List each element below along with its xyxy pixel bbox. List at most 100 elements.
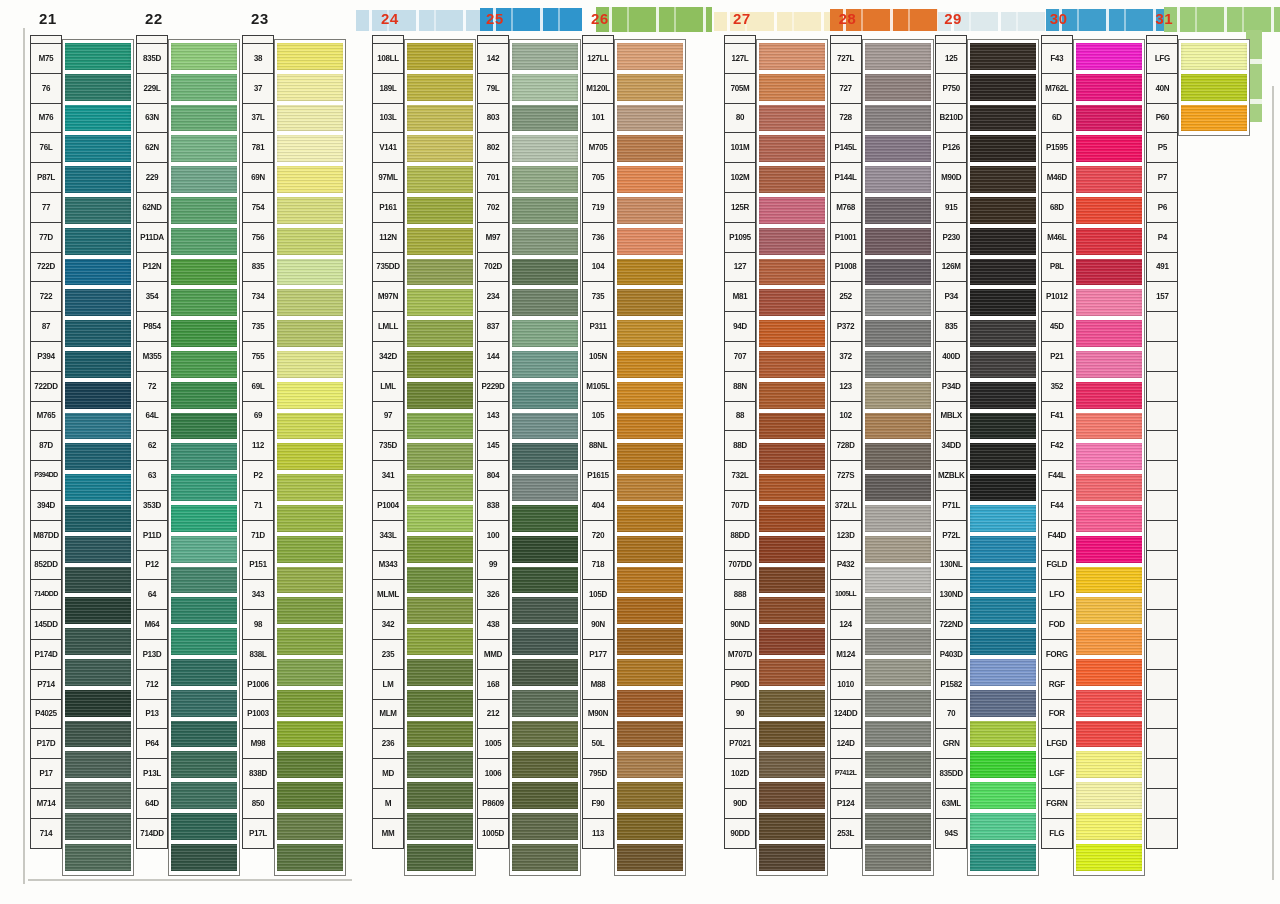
thread-swatch: [65, 658, 131, 686]
thread-code-label: P174D: [30, 638, 62, 670]
thread-code-label: 69L: [242, 370, 274, 402]
thread-code-label: 838: [477, 489, 509, 521]
thread-code-label: 108LL: [372, 43, 404, 74]
thread-swatch: [617, 289, 683, 317]
thread-swatch: [970, 43, 1037, 70]
thread-code-label: M46D: [1040, 162, 1073, 193]
thread-code-label: 718: [582, 549, 614, 581]
thread-code-label: [1146, 758, 1179, 789]
thread-code-label: 404: [582, 489, 614, 521]
code-label-column: 142 79L 803 802 701 702 M97 702D 234 837 144 P229D 1…: [477, 35, 509, 849]
paint-right-of-26: [596, 7, 712, 32]
thread-swatch: [617, 751, 683, 779]
thread-swatch: [970, 258, 1037, 286]
thread-swatch: [277, 73, 343, 101]
thread-code-label: 124: [829, 609, 862, 640]
thread-swatch: [171, 535, 237, 563]
thread-swatch: [171, 196, 237, 224]
thread-code-label: 98: [242, 609, 274, 640]
thread-swatch: [864, 104, 931, 132]
thread-code-label: 781: [242, 132, 274, 164]
column-number: 29: [944, 11, 962, 28]
thread-swatch: [512, 720, 578, 748]
thread-code-label: 72: [136, 370, 168, 402]
thread-code-label: 88N: [724, 370, 756, 402]
thread-swatch: [407, 535, 473, 563]
thread-code-label: P750: [935, 72, 968, 104]
thread-swatch: [759, 782, 825, 809]
thread-swatch: [512, 227, 578, 255]
thread-code-label: 80: [724, 102, 756, 134]
thread-swatch: [171, 689, 237, 717]
thread-code-label: [1146, 787, 1179, 819]
thread-code-label: 229: [136, 162, 168, 193]
thread-swatch-column: [509, 39, 581, 876]
column-30: 30 F43 M762L 6D P1595 M46D 68D M46L P8L P1012 45D P…: [1040, 12, 1145, 894]
thread-swatch-column: [967, 39, 1040, 876]
paint-behind-27: [714, 12, 832, 31]
thread-code-label: P126: [935, 132, 968, 164]
thread-swatch: [617, 504, 683, 532]
thread-code-label: 62: [136, 430, 168, 462]
thread-swatch-column: [861, 39, 934, 876]
thread-code-label: 90ND: [724, 609, 756, 640]
thread-swatch: [512, 412, 578, 440]
thread-code-label: F41: [1040, 400, 1073, 432]
column-number: 31: [1155, 11, 1174, 28]
thread-swatch: [759, 689, 825, 717]
thread-code-label: 38: [242, 43, 274, 74]
thread-swatch: [171, 73, 237, 101]
paint-behind-31: [1164, 7, 1280, 32]
thread-swatch: [864, 658, 931, 686]
thread-swatch: [970, 658, 1037, 686]
thread-code-label: 102: [829, 400, 862, 432]
thread-code-label: 124DD: [829, 698, 862, 730]
thread-swatch: [864, 135, 931, 163]
thread-swatch: [407, 720, 473, 748]
thread-code-label: P2: [242, 460, 274, 491]
thread-code-label: F44: [1040, 489, 1073, 521]
thread-code-label: P161: [372, 191, 404, 223]
thread-code-label: FORG: [1040, 638, 1073, 670]
thread-swatch: [759, 258, 825, 286]
thread-code-label: P5: [1146, 132, 1179, 164]
thread-code-label: 100: [477, 519, 509, 551]
thread-swatch: [864, 350, 931, 378]
column-number: 27: [733, 11, 751, 28]
thread-code-label: 127L: [724, 43, 756, 74]
thread-swatch: [1075, 381, 1142, 409]
thread-swatch: [864, 843, 931, 871]
thread-code-label: P11D: [136, 519, 168, 551]
thread-swatch: [1075, 166, 1142, 193]
thread-code-label: 343: [242, 579, 274, 611]
thread-code-label: 734: [242, 281, 274, 313]
thread-code-label: 34DD: [935, 430, 968, 462]
thread-swatch: [970, 628, 1037, 655]
thread-swatch: [171, 289, 237, 317]
thread-code-label: P1012: [1040, 281, 1073, 313]
thread-swatch-column: [756, 39, 828, 876]
thread-code-label: P1003: [242, 698, 274, 730]
thread-swatch: [407, 104, 473, 132]
thread-code-label: M343: [372, 549, 404, 581]
thread-code-label: 88NL: [582, 430, 614, 462]
thread-swatch: [512, 443, 578, 471]
thread-swatch: [759, 566, 825, 594]
thread-code-label: [1146, 489, 1179, 521]
thread-swatch: [407, 843, 473, 871]
thread-swatch: [864, 720, 931, 748]
thread-code-label: 123D: [829, 519, 862, 551]
thread-code-label: 37: [242, 72, 274, 104]
thread-swatch: [1075, 227, 1142, 255]
thread-swatch: [759, 73, 825, 101]
thread-swatch: [1075, 104, 1142, 132]
thread-swatch: [171, 597, 237, 625]
thread-code-label: P854: [136, 311, 168, 342]
thread-swatch: [617, 843, 683, 871]
thread-swatch: [970, 566, 1037, 594]
thread-swatch: [277, 412, 343, 440]
thread-swatch: [864, 566, 931, 594]
thread-swatch: [65, 320, 131, 347]
paint-behind-29: [938, 12, 1046, 31]
column-number: 26: [591, 11, 609, 28]
